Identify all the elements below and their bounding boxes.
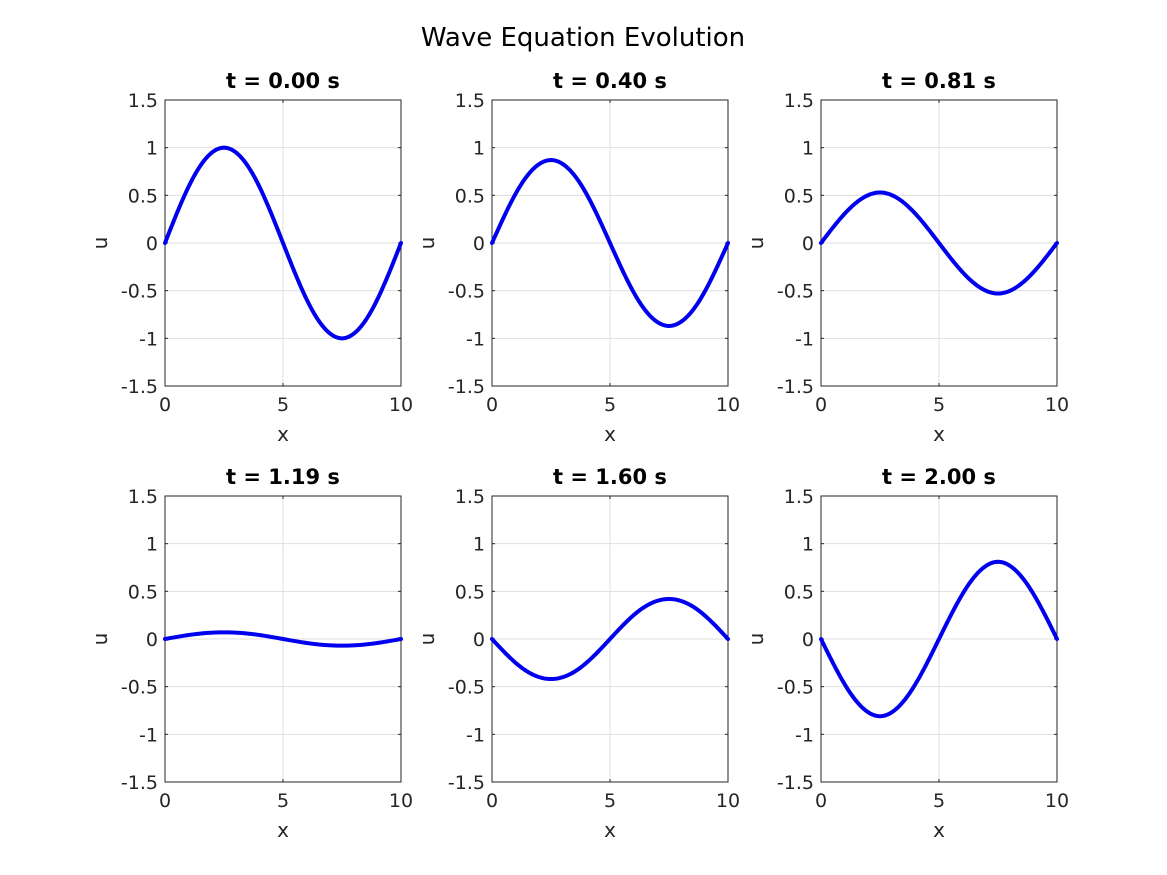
x-axis-label: x [933, 422, 945, 446]
y-tick-label: 0 [802, 629, 814, 651]
y-axis-label: u [744, 237, 768, 250]
y-tick-label: -1 [795, 328, 814, 350]
y-tick-label: 0 [473, 233, 485, 255]
wave-curve [490, 596, 730, 682]
x-tick-label: 10 [1045, 394, 1069, 416]
wave-curve [819, 559, 1059, 719]
y-tick-label: -1 [139, 328, 158, 350]
y-tick-label: -1 [795, 724, 814, 746]
y-tick-label: 1.5 [455, 486, 485, 508]
y-tick-label: 0.5 [784, 581, 814, 603]
y-tick-label: 1.5 [455, 90, 485, 112]
subplot-title: t = 0.00 s [226, 69, 340, 93]
x-axis-label: x [604, 422, 616, 446]
y-axis-label: u [415, 237, 439, 250]
y-axis-label: u [744, 633, 768, 646]
y-tick-label: 1 [473, 138, 485, 160]
x-tick-label: 5 [277, 790, 289, 812]
subplot-5: 0 5 10 -1.5 -1 -0.5 0 0.5 1 1.5 x u t = 1.60 s [415, 465, 740, 842]
y-tick-label: 0.5 [455, 581, 485, 603]
x-tick-label: 0 [815, 394, 827, 416]
y-tick-label: -1.5 [121, 376, 158, 398]
y-tick-label: 0.5 [128, 581, 158, 603]
x-tick-label: 5 [277, 394, 289, 416]
y-tick-label: 1 [473, 534, 485, 556]
y-tick-label: 1 [146, 534, 158, 556]
y-tick-label: -1.5 [448, 376, 485, 398]
y-tick-label: -1.5 [448, 772, 485, 794]
y-tick-label: -1 [466, 328, 485, 350]
y-tick-label: -1.5 [121, 772, 158, 794]
wave-curve [163, 145, 403, 341]
x-tick-label: 10 [1045, 790, 1069, 812]
x-tick-label: 10 [389, 790, 413, 812]
subplot-title: t = 0.40 s [553, 69, 667, 93]
x-axis-label: x [277, 422, 289, 446]
x-tick-label: 0 [159, 394, 171, 416]
y-tick-label: -1 [139, 724, 158, 746]
x-tick-label: 0 [159, 790, 171, 812]
y-tick-label: -1.5 [777, 376, 814, 398]
y-tick-label: 0.5 [455, 185, 485, 207]
y-tick-label: 1 [802, 138, 814, 160]
y-tick-label: 0.5 [784, 185, 814, 207]
y-axis-label: u [88, 633, 112, 646]
x-tick-label: 0 [815, 790, 827, 812]
y-tick-label: 1.5 [128, 90, 158, 112]
wave-curve [490, 158, 730, 328]
subplot-3: 0 5 10 -1.5 -1 -0.5 0 0.5 1 1.5 x u t = 0.81 s [744, 69, 1069, 446]
y-tick-label: -1 [466, 724, 485, 746]
subplot-2: 0 5 10 -1.5 -1 -0.5 0 0.5 1 1.5 x u t = 0.40 s [415, 69, 740, 446]
y-tick-label: 1.5 [784, 486, 814, 508]
wave-curve [819, 190, 1059, 296]
y-axis-label: u [88, 237, 112, 250]
wave-curve [163, 630, 403, 648]
y-tick-label: -0.5 [448, 677, 485, 699]
y-tick-label: -0.5 [448, 281, 485, 303]
x-tick-label: 10 [389, 394, 413, 416]
subplot-4: 0 5 10 -1.5 -1 -0.5 0 0.5 1 1.5 x u t = 1.19 s [88, 465, 413, 842]
subplot-title: t = 1.60 s [553, 465, 667, 489]
x-axis-label: x [604, 818, 616, 842]
subplot-6: 0 5 10 -1.5 -1 -0.5 0 0.5 1 1.5 x u t = 2.00 s [744, 465, 1069, 842]
x-tick-label: 5 [933, 394, 945, 416]
y-tick-label: 0 [802, 233, 814, 255]
y-tick-label: -0.5 [777, 281, 814, 303]
x-tick-label: 10 [716, 790, 740, 812]
x-axis-label: x [933, 818, 945, 842]
subplot-title: t = 1.19 s [226, 465, 340, 489]
y-tick-label: -0.5 [121, 677, 158, 699]
y-tick-label: 0 [146, 629, 158, 651]
x-tick-label: 5 [604, 790, 616, 812]
x-tick-label: 5 [604, 394, 616, 416]
y-tick-label: 0 [146, 233, 158, 255]
y-tick-label: -1.5 [777, 772, 814, 794]
x-tick-label: 10 [716, 394, 740, 416]
y-tick-label: -0.5 [777, 677, 814, 699]
x-tick-label: 5 [933, 790, 945, 812]
subplot-1: 0 5 10 -1.5 -1 -0.5 0 0.5 1 1.5 x u t = 0.00 s [88, 69, 413, 446]
figure-title: Wave Equation Evolution [421, 23, 745, 53]
y-tick-label: 1 [802, 534, 814, 556]
x-tick-label: 0 [486, 394, 498, 416]
x-tick-label: 0 [486, 790, 498, 812]
y-tick-label: 1.5 [128, 486, 158, 508]
subplot-title: t = 2.00 s [882, 465, 996, 489]
y-tick-label: 0.5 [128, 185, 158, 207]
x-axis-label: x [277, 818, 289, 842]
y-tick-label: 0 [473, 629, 485, 651]
y-tick-label: 1.5 [784, 90, 814, 112]
y-axis-label: u [415, 633, 439, 646]
subplot-title: t = 0.81 s [882, 69, 996, 93]
y-tick-label: 1 [146, 138, 158, 160]
y-tick-label: -0.5 [121, 281, 158, 303]
